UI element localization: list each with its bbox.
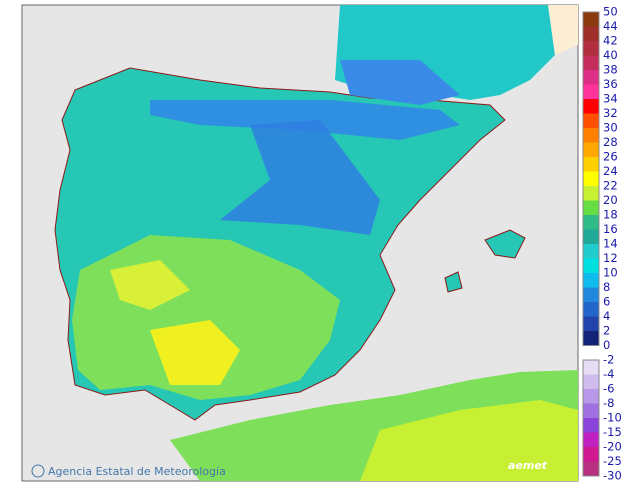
scale-swatch bbox=[583, 55, 599, 70]
scale-swatch bbox=[583, 244, 599, 259]
scale-swatch bbox=[583, 157, 599, 172]
scale-label: -20 bbox=[603, 440, 622, 454]
scale-swatch bbox=[583, 389, 599, 404]
scale-frame bbox=[582, 11, 600, 346]
scale-swatch bbox=[583, 316, 599, 331]
scale-frame bbox=[582, 359, 600, 477]
logo: aemet bbox=[508, 459, 548, 472]
scale-swatch bbox=[583, 403, 599, 418]
scale-swatch bbox=[583, 418, 599, 433]
scale-label: 30 bbox=[603, 121, 618, 135]
scale-swatch bbox=[583, 215, 599, 230]
copyright-icon bbox=[31, 464, 45, 478]
cold-center bbox=[220, 120, 380, 235]
scale-swatch bbox=[583, 432, 599, 447]
scale-swatch bbox=[583, 142, 599, 157]
africa-warm bbox=[360, 400, 578, 481]
scale-swatch bbox=[583, 461, 599, 476]
scale-label: 28 bbox=[603, 135, 618, 149]
scale-swatch bbox=[583, 273, 599, 288]
scale-label: 34 bbox=[603, 92, 618, 106]
scale-label: 26 bbox=[603, 150, 618, 164]
scale-label: 4 bbox=[603, 309, 610, 323]
scale-label: 0 bbox=[603, 338, 610, 352]
credit: Agencia Estatal de Meteorología bbox=[48, 465, 226, 478]
scale-swatch bbox=[583, 12, 599, 27]
cold-pyrenees bbox=[340, 60, 460, 105]
scale-label: 14 bbox=[603, 237, 618, 251]
scale-swatch bbox=[583, 84, 599, 99]
scale-label: -15 bbox=[603, 425, 622, 439]
scale-label: 8 bbox=[603, 280, 610, 294]
italy bbox=[548, 5, 578, 55]
scale-label: 24 bbox=[603, 164, 618, 178]
scale-swatch bbox=[583, 302, 599, 317]
scale-swatch bbox=[583, 200, 599, 215]
scale-label: 42 bbox=[603, 34, 618, 48]
scale-swatch bbox=[583, 331, 599, 346]
scale-label: 36 bbox=[603, 77, 618, 91]
scale-label: -30 bbox=[603, 469, 622, 483]
scale-label: 6 bbox=[603, 295, 610, 309]
scale-swatch bbox=[583, 360, 599, 375]
scale-swatch bbox=[583, 70, 599, 85]
scale-label: 50 bbox=[603, 5, 618, 19]
scale-swatch bbox=[583, 287, 599, 302]
scale-label: 38 bbox=[603, 63, 618, 77]
scale-label: 40 bbox=[603, 48, 618, 62]
mallorca bbox=[484, 229, 526, 259]
scale-label: 16 bbox=[603, 222, 618, 236]
scale-swatch bbox=[583, 41, 599, 56]
scale-swatch bbox=[583, 186, 599, 201]
scale-swatch bbox=[583, 171, 599, 186]
scale-label: -10 bbox=[603, 411, 622, 425]
scale-label: 12 bbox=[603, 251, 618, 265]
legend: 5044424038363432302826242220181614121086… bbox=[582, 5, 622, 483]
hot-extremadura bbox=[110, 260, 190, 310]
scale-label: 32 bbox=[603, 106, 618, 120]
scale-label: -8 bbox=[603, 396, 614, 410]
scale-swatch bbox=[583, 258, 599, 273]
scale-label: 2 bbox=[603, 324, 610, 338]
scale-swatch bbox=[583, 229, 599, 244]
scale-label: 18 bbox=[603, 208, 618, 222]
cold-north bbox=[150, 100, 460, 140]
ibiza bbox=[444, 271, 463, 293]
hot-guadalquivir bbox=[150, 320, 240, 385]
scale-label: 10 bbox=[603, 266, 618, 280]
scale-label: -2 bbox=[603, 353, 614, 367]
scale-label: 20 bbox=[603, 193, 618, 207]
scale-label: -6 bbox=[603, 382, 614, 396]
scale-label: -4 bbox=[603, 367, 614, 381]
scale-swatch bbox=[583, 374, 599, 389]
scale-swatch bbox=[583, 99, 599, 114]
scale-swatch bbox=[583, 447, 599, 462]
scale-swatch bbox=[583, 113, 599, 128]
scale-label: -25 bbox=[603, 454, 622, 468]
scale-label: 44 bbox=[603, 19, 618, 33]
scale-label: 22 bbox=[603, 179, 618, 193]
scale-swatch bbox=[583, 26, 599, 41]
scale-swatch bbox=[583, 128, 599, 143]
